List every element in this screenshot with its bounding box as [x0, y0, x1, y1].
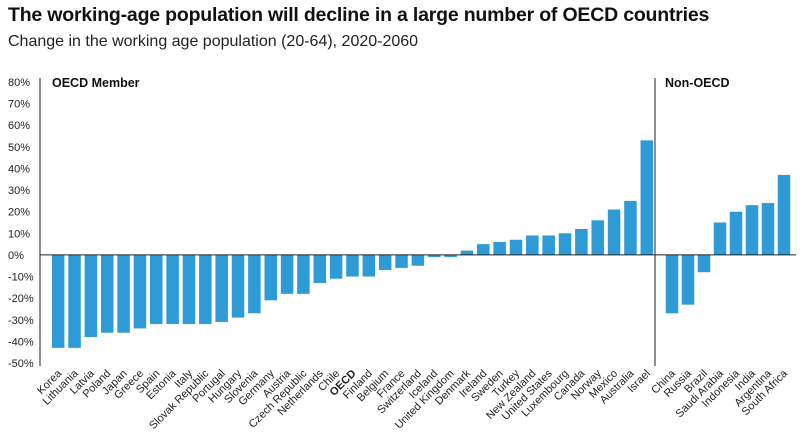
y-tick-label: -50%: [8, 358, 34, 370]
panel-label: Non-OECD: [665, 76, 730, 90]
bar: [51, 254, 65, 348]
bar: [166, 254, 179, 325]
y-tick-label: 40%: [8, 163, 30, 175]
bar: [624, 200, 637, 255]
bar: [713, 222, 727, 255]
y-axis: 80% 70% 60% 50% 40% 30% 20% 10% 0% -10% -20% -30% -4…: [8, 77, 34, 370]
bar: [761, 203, 775, 255]
bar: [558, 233, 572, 255]
bar: [665, 254, 679, 314]
bar: [150, 254, 163, 325]
bar: [777, 174, 791, 255]
bar: [427, 254, 441, 258]
bar: [509, 239, 523, 255]
bar: [729, 211, 743, 255]
bar: [460, 250, 474, 255]
bar: [329, 254, 343, 279]
bar: [199, 254, 212, 325]
bar: [697, 254, 711, 273]
bar: [215, 254, 228, 322]
y-tick-label: 20%: [8, 207, 30, 219]
y-tick-label: 80%: [8, 77, 30, 89]
chart-subtitle: Change in the working age population (20…: [8, 33, 419, 50]
y-tick-label: -20%: [8, 293, 34, 305]
panel-label: OECD Member: [52, 76, 140, 90]
y-tick-label: -10%: [8, 272, 34, 284]
y-tick-label: 0%: [8, 250, 24, 262]
x-axis-labels: KoreaLithuaniaLatviaPolandJapanGreeceSpa…: [35, 367, 791, 432]
bar: [84, 254, 98, 338]
bar: [100, 254, 114, 333]
bar: [378, 254, 392, 271]
y-tick-label: 70%: [8, 99, 30, 111]
bar: [395, 254, 408, 268]
bar: [362, 254, 376, 277]
bar: [182, 254, 196, 325]
bar: [68, 254, 81, 348]
bar: [526, 235, 539, 255]
chart-title: The working-age population will decline …: [8, 4, 710, 26]
y-tick-label: -30%: [8, 315, 34, 327]
bar: [607, 209, 621, 255]
y-tick-label: 50%: [8, 142, 30, 154]
y-tick-label: 10%: [8, 228, 30, 240]
bar: [411, 254, 425, 266]
bar: [313, 254, 327, 284]
bar: [681, 254, 695, 305]
bar: [640, 140, 654, 255]
bar: [133, 254, 147, 329]
y-tick-label: -40%: [8, 336, 34, 348]
panel-labels: OECD Member Non-OECD: [52, 76, 730, 90]
bar: [231, 254, 245, 318]
bars: [39, 78, 796, 366]
bar: [542, 235, 555, 255]
bar: [280, 254, 294, 294]
bar: [444, 254, 457, 258]
bar: [493, 241, 506, 255]
bar: [575, 228, 588, 255]
bar: [248, 254, 261, 314]
bar: [745, 205, 759, 255]
bar: [346, 254, 359, 277]
bar: [264, 254, 277, 301]
bar: [591, 220, 604, 255]
bar: [477, 244, 490, 255]
y-tick-label: 30%: [8, 185, 30, 197]
bar: [297, 254, 310, 294]
bar: [117, 254, 130, 333]
y-tick-label: 60%: [8, 120, 30, 132]
